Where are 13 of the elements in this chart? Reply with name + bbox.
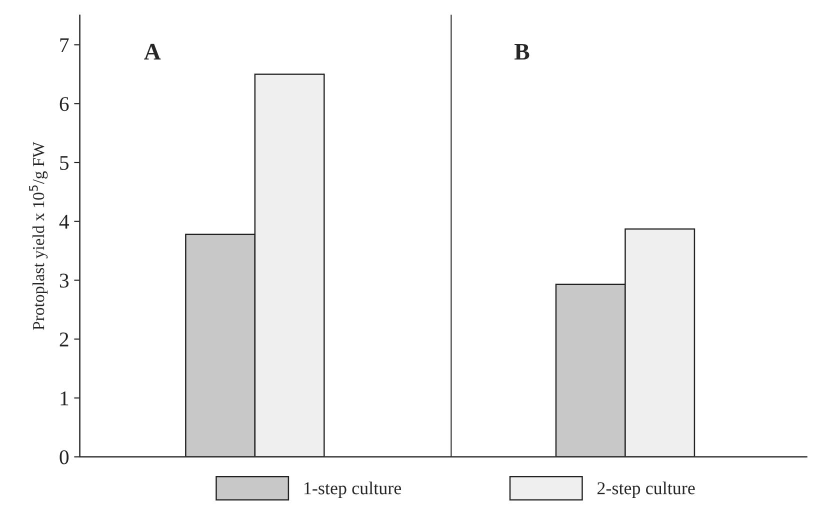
y-tick-label: 1 <box>60 391 68 406</box>
y-tick-label: 2 <box>60 332 68 346</box>
y-tick-label: 5 <box>60 156 69 170</box>
y-tick-label: 0 <box>60 450 69 464</box>
y-axis-title: Protoplast yield x 10$^{5}$/g FW <box>29 142 48 330</box>
legend-label: 1-step culture <box>304 482 402 498</box>
annotation: A <box>144 44 161 60</box>
legend-label: 2-step culture <box>597 482 695 498</box>
y-tick-label: 7 <box>60 38 69 52</box>
y-tick-label: 3 <box>60 274 69 288</box>
annotation: B <box>514 44 530 60</box>
y-tick-label: 6 <box>60 97 69 112</box>
y-tick-label: 4 <box>59 214 70 229</box>
